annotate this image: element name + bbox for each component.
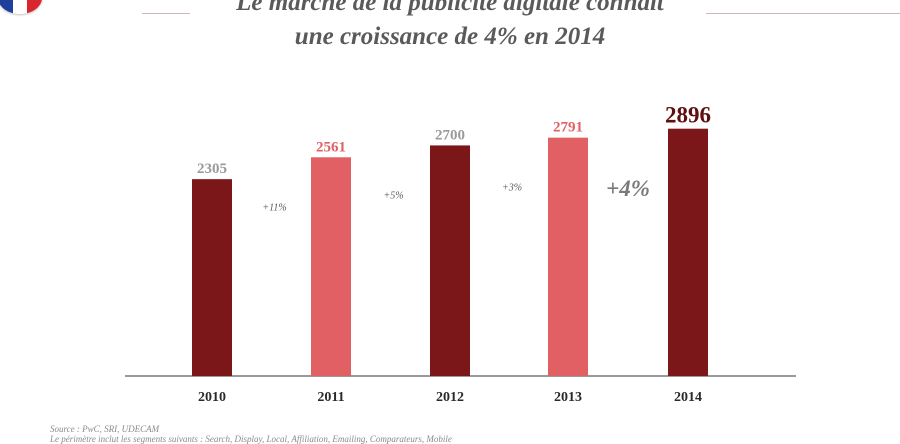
bar-2012 [430,145,470,376]
scope-text: Le périmètre inclut les segments suivant… [50,434,452,444]
title-line-2: une croissance de 4% en 2014 [294,23,606,50]
value-label-2013: 2791 [553,120,583,136]
growth-label-2: +5% [383,190,403,201]
bar-2011 [311,157,351,376]
value-label-2010: 2305 [197,161,227,177]
value-label-2011: 2561 [316,139,346,155]
bar-2014 [668,128,708,376]
x-tick-label-2011: 2011 [317,390,344,405]
title-line-1: Le marché de la publicité digitale conna… [236,0,664,16]
x-tick-label-2012: 2012 [436,390,464,405]
growth-label-1: +11% [262,202,286,213]
source-note: Source : PwC, SRI, UDECAM Le périmètre i… [50,424,452,444]
title-rule-right [706,13,900,14]
page-title: Le marché de la publicité digitale conna… [0,0,900,54]
bar-2010 [192,179,232,376]
bar-2013 [548,137,588,376]
source-text: Source : PwC, SRI, UDECAM [50,424,160,434]
value-label-2014: 2896 [665,103,711,128]
growth-label-3: +3% [502,183,522,194]
growth-label-4: +4% [606,176,650,201]
x-tick-label-2014: 2014 [674,390,702,405]
x-tick-label-2010: 2010 [198,390,226,405]
value-label-2012: 2700 [435,127,465,143]
x-tick-label-2013: 2013 [554,390,582,405]
title-rule-left [142,13,190,14]
